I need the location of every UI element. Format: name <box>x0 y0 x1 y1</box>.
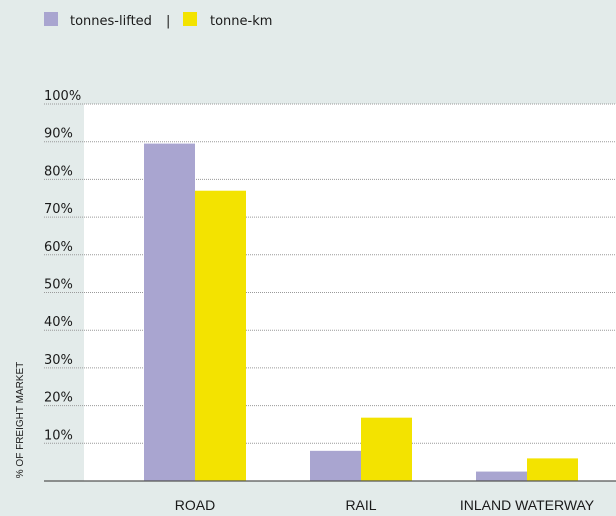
gridlines <box>44 103 616 444</box>
y-tick-label: 90% <box>44 127 73 142</box>
y-tick-label: 30% <box>44 353 73 368</box>
y-tick-label: 70% <box>44 202 73 217</box>
y-tick-label: 20% <box>44 391 73 406</box>
legend-swatch-tonne-km <box>183 12 197 26</box>
y-tick-labels: 10% 20% 30% 40% 50% 60% 70% 80% 90% 100% <box>44 89 81 443</box>
legend: tonnes-lifted | tonne-km <box>44 12 272 29</box>
legend-label-tonnes-lifted: tonnes-lifted <box>70 14 152 29</box>
bars <box>144 143 578 481</box>
category-labels: ROAD RAIL INLAND WATERWAY <box>175 497 595 513</box>
bar-tonne-km-road <box>195 190 246 481</box>
y-tick-label: 100% <box>44 89 81 104</box>
legend-swatch-tonnes-lifted <box>44 12 58 26</box>
category-label: INLAND WATERWAY <box>460 497 595 513</box>
bar-tonne-km-rail <box>361 417 412 481</box>
y-tick-label: 40% <box>44 315 73 330</box>
legend-label-tonne-km: tonne-km <box>210 14 272 29</box>
bar-tonnes-lifted-road <box>144 143 195 481</box>
category-label: ROAD <box>175 497 215 513</box>
bar-tonne-km-inland-waterway <box>527 458 578 481</box>
y-tick-label: 80% <box>44 164 73 179</box>
y-tick-label: 10% <box>44 428 73 443</box>
legend-separator: | <box>166 14 170 29</box>
bar-tonnes-lifted-rail <box>310 450 361 481</box>
category-label: RAIL <box>345 497 376 513</box>
y-tick-label: 60% <box>44 240 73 255</box>
bar-tonnes-lifted-inland-waterway <box>476 471 527 481</box>
y-axis-label: % OF FREIGHT MARKET <box>15 362 26 479</box>
y-tick-label: 50% <box>44 278 73 293</box>
